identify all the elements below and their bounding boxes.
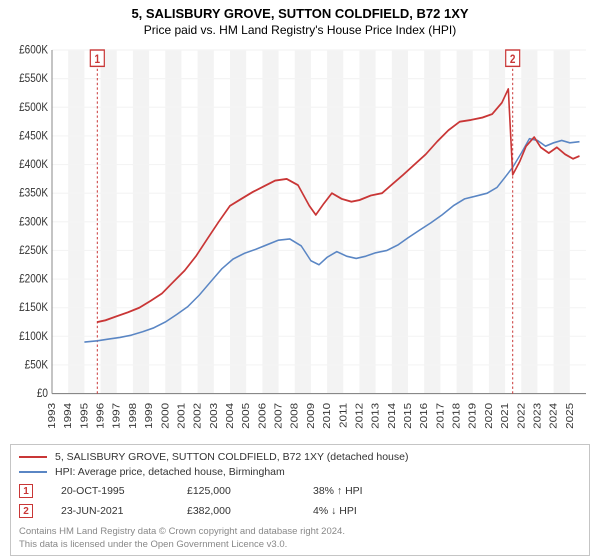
transaction-date: 23-JUN-2021 [61, 505, 159, 517]
transaction-hpi-delta: 38% ↑ HPI [313, 485, 411, 497]
svg-text:1997: 1997 [111, 403, 122, 429]
svg-text:£0: £0 [37, 387, 48, 400]
svg-text:2009: 2009 [306, 403, 317, 429]
transaction-row: 1 20-OCT-1995 £125,000 38% ↑ HPI [19, 484, 581, 498]
svg-text:£300K: £300K [19, 216, 49, 229]
legend-label: 5, SALISBURY GROVE, SUTTON COLDFIELD, B7… [55, 451, 408, 463]
chart-title: 5, SALISBURY GROVE, SUTTON COLDFIELD, B7… [10, 6, 590, 21]
svg-text:2015: 2015 [403, 403, 414, 429]
svg-text:1994: 1994 [63, 403, 74, 429]
svg-text:2012: 2012 [354, 403, 365, 429]
svg-text:2013: 2013 [370, 403, 381, 429]
svg-text:£200K: £200K [19, 273, 49, 286]
svg-text:2022: 2022 [516, 403, 527, 429]
legend-row: HPI: Average price, detached house, Birm… [19, 466, 581, 478]
svg-text:£350K: £350K [19, 187, 49, 200]
transaction-date: 20-OCT-1995 [61, 485, 159, 497]
chart-area: £0 £50K £100K £150K £200K £250K £300K £350K £400… [10, 43, 590, 440]
svg-text:2017: 2017 [435, 403, 446, 429]
transaction-price: £125,000 [187, 485, 285, 497]
svg-text:2010: 2010 [322, 403, 333, 429]
svg-text:2024: 2024 [548, 403, 559, 429]
svg-text:2018: 2018 [451, 403, 462, 429]
svg-text:2007: 2007 [273, 403, 284, 429]
svg-text:2001: 2001 [176, 403, 187, 429]
legend-label: HPI: Average price, detached house, Birm… [55, 466, 285, 478]
svg-text:2: 2 [510, 53, 516, 66]
svg-text:2011: 2011 [338, 403, 349, 428]
svg-text:£550K: £550K [19, 72, 49, 85]
svg-text:2016: 2016 [419, 403, 430, 429]
legend: 5, SALISBURY GROVE, SUTTON COLDFIELD, B7… [19, 451, 581, 478]
svg-text:1998: 1998 [128, 403, 139, 429]
svg-text:2021: 2021 [500, 403, 511, 429]
svg-text:2002: 2002 [192, 403, 203, 429]
svg-text:1996: 1996 [95, 403, 106, 429]
svg-text:2023: 2023 [532, 403, 543, 429]
svg-text:£50K: £50K [25, 359, 49, 372]
svg-text:1: 1 [95, 53, 101, 66]
svg-text:2014: 2014 [387, 403, 398, 429]
svg-text:£450K: £450K [19, 130, 49, 143]
svg-text:2025: 2025 [565, 403, 576, 429]
svg-text:2005: 2005 [241, 403, 252, 429]
transaction-marker: 2 [19, 504, 33, 518]
svg-text:£100K: £100K [19, 330, 49, 343]
copyright: Contains HM Land Registry data © Crown c… [19, 526, 581, 551]
svg-text:2019: 2019 [467, 403, 478, 429]
copyright-line-2: This data is licensed under the Open Gov… [19, 539, 581, 551]
chart-container: 5, SALISBURY GROVE, SUTTON COLDFIELD, B7… [0, 0, 600, 560]
title-block: 5, SALISBURY GROVE, SUTTON COLDFIELD, B7… [10, 6, 590, 37]
copyright-line-1: Contains HM Land Registry data © Crown c… [19, 526, 581, 538]
legend-row: 5, SALISBURY GROVE, SUTTON COLDFIELD, B7… [19, 451, 581, 463]
svg-text:1999: 1999 [144, 403, 155, 429]
svg-text:2008: 2008 [289, 403, 300, 429]
transactions: 1 20-OCT-1995 £125,000 38% ↑ HPI 2 23-JUN-202… [19, 484, 581, 518]
svg-text:£400K: £400K [19, 158, 49, 171]
svg-text:2006: 2006 [257, 403, 268, 429]
transaction-row: 2 23-JUN-2021 £382,000 4% ↓ HPI [19, 504, 581, 518]
legend-swatch [19, 471, 47, 473]
legend-swatch [19, 456, 47, 458]
svg-text:1993: 1993 [47, 403, 58, 429]
svg-text:£600K: £600K [19, 44, 49, 57]
svg-text:£500K: £500K [19, 101, 49, 114]
svg-text:2000: 2000 [160, 403, 171, 429]
svg-text:1995: 1995 [79, 403, 90, 429]
transaction-hpi-delta: 4% ↓ HPI [313, 505, 411, 517]
footer-panel: 5, SALISBURY GROVE, SUTTON COLDFIELD, B7… [10, 444, 590, 556]
chart-svg: £0 £50K £100K £150K £200K £250K £300K £350K £400… [10, 43, 590, 440]
svg-text:£250K: £250K [19, 244, 49, 257]
svg-text:2020: 2020 [484, 403, 495, 429]
svg-text:2003: 2003 [209, 403, 220, 429]
transaction-marker: 1 [19, 484, 33, 498]
chart-subtitle: Price paid vs. HM Land Registry's House … [10, 23, 590, 37]
svg-text:£150K: £150K [19, 302, 49, 315]
transaction-price: £382,000 [187, 505, 285, 517]
svg-text:2004: 2004 [225, 403, 236, 429]
